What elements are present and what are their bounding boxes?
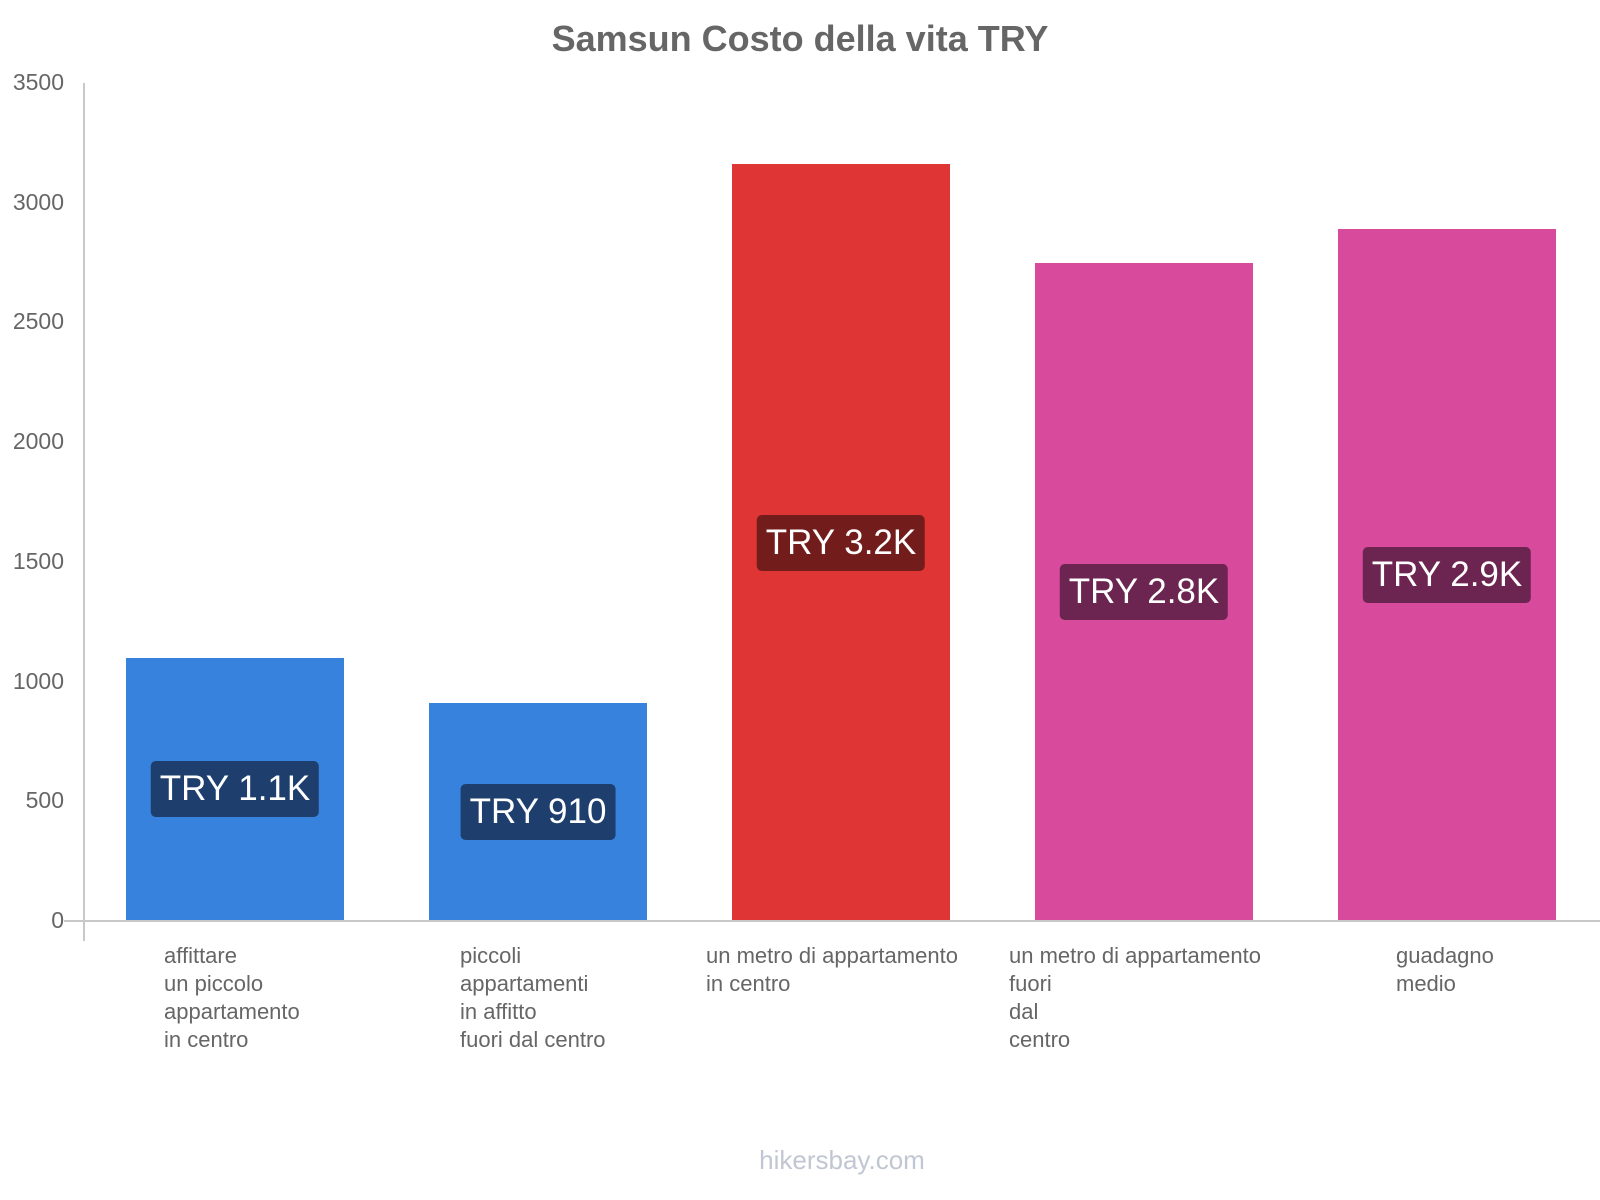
y-tick-label: 500 bbox=[25, 787, 64, 814]
chart-title: Samsun Costo della vita TRY bbox=[551, 18, 1049, 59]
y-tick-label: 2500 bbox=[12, 308, 64, 335]
bar: TRY 910 bbox=[429, 703, 647, 921]
bar-value-label: TRY 3.2K bbox=[756, 514, 926, 571]
x-tick-label: guadagno medio bbox=[1396, 943, 1494, 996]
x-axis-line bbox=[64, 920, 1600, 922]
watermark: hikersbay.com bbox=[759, 1145, 925, 1175]
x-tick-label: un metro di appartamento fuori dal centr… bbox=[1009, 943, 1261, 1052]
x-tick-label: affittare un piccolo appartamento in cen… bbox=[164, 943, 300, 1052]
y-tick-label: 1500 bbox=[12, 547, 64, 574]
y-tick-label: 0 bbox=[51, 907, 64, 933]
x-tick-label: un metro di appartamento in centro bbox=[706, 943, 958, 996]
bar: TRY 3.2K bbox=[732, 164, 950, 921]
bar-value-label: TRY 2.8K bbox=[1059, 563, 1229, 620]
x-tick-label: piccoli appartamenti in affitto fuori da… bbox=[460, 943, 606, 1052]
bar: TRY 2.9K bbox=[1338, 229, 1556, 921]
bar: TRY 1.1K bbox=[126, 657, 344, 921]
y-tick-label: 2000 bbox=[12, 428, 64, 455]
bar-value-label: TRY 1.1K bbox=[150, 761, 320, 818]
y-tick-label: 3000 bbox=[12, 188, 64, 215]
bar-value-label: TRY 910 bbox=[460, 784, 616, 841]
y-tick-label: 3500 bbox=[12, 69, 64, 95]
y-tick-label: 1000 bbox=[12, 667, 64, 694]
bar: TRY 2.8K bbox=[1035, 262, 1253, 921]
bar-value-label: TRY 2.9K bbox=[1362, 547, 1532, 604]
y-axis-line bbox=[83, 83, 85, 941]
